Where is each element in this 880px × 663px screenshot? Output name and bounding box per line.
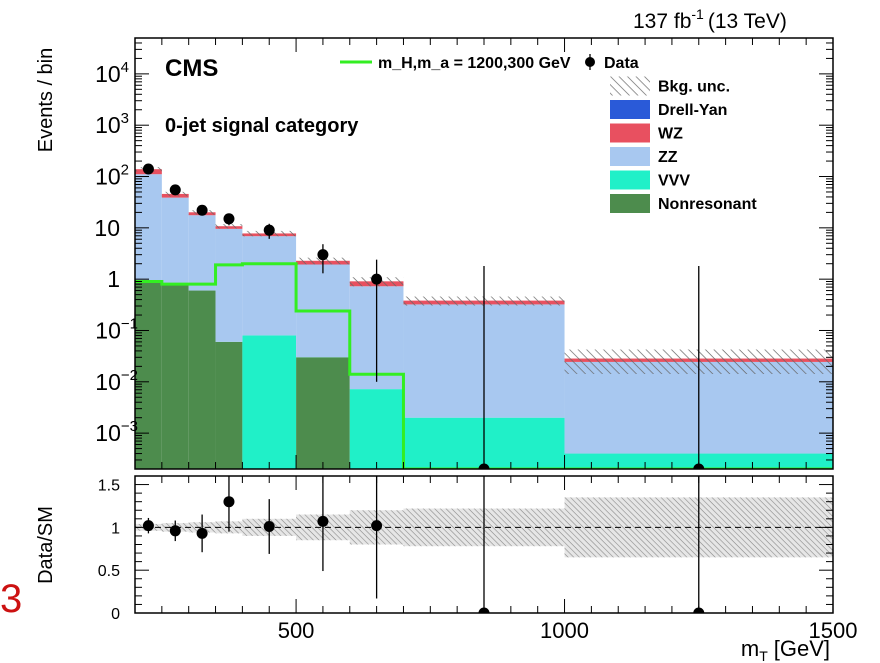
ratio-y-axis-label: Data/SM [35,506,57,584]
legend-entry-wz: WZ [610,123,683,143]
ratio-axes: 0 0.5 1 1.5 500 1000 1500 [98,475,858,643]
legend-data-label: Data [604,55,639,72]
legend-label: VVV [658,173,690,190]
bar-zz-3 [215,228,243,342]
data-points [142,163,705,469]
legend-label: Drell-Yan [658,102,727,119]
legend-entry-vvv: VVV [610,170,690,190]
ratio-point-2 [196,527,208,539]
ratio-point-0 [142,520,154,532]
xtick-label-2: 1500 [809,618,858,643]
category-label: 0-jet signal category [165,115,359,137]
edge-label: 3 [0,577,22,621]
legend-signal-label: m_H,m_a = 1200,300 GeV [378,55,571,72]
legend-label: WZ [658,126,683,143]
main-ytick-label-7: 10−3 [95,418,138,446]
legend-signal: m_H,m_a = 1200,300 GeV [340,55,571,72]
ratio-ytick-label-1: 0.5 [98,563,120,580]
legend-entry-bkg-unc-: Bkg. unc. [610,76,730,96]
legend-swatch [610,100,650,119]
legend-entry-nonresonant: Nonresonant [610,194,757,213]
legend-swatch [610,76,650,96]
bar-nonresonant-1 [161,284,189,469]
bar-vvv-4 [242,335,297,469]
xtick-label-0: 500 [278,618,315,643]
ratio-point-4 [263,521,275,533]
legend-label: Nonresonant [658,196,757,213]
data-point-3 [223,213,235,225]
ratio-points [142,476,705,613]
legend: m_H,m_a = 1200,300 GeV Data Bkg. unc. Drell… [340,54,757,213]
bar-zz-4 [242,236,297,336]
signal-step-path [135,262,833,469]
data-point-1 [169,184,181,196]
ratio-point-5 [317,515,329,527]
data-point-2 [196,204,208,216]
main-ytick-label-2: 102 [95,162,129,190]
bar-nonresonant-5 [296,357,350,469]
xtick-label-1: 1000 [540,618,589,643]
ratio-point-6 [371,520,383,532]
main-ytick-label-1: 103 [95,110,129,138]
ratio-ytick-label-2: 1 [111,520,120,537]
legend-swatch [610,194,650,213]
data-point-6 [371,273,383,285]
legend-entry-drell-yan: Drell-Yan [610,100,727,119]
main-ytick-label-3: 10 [94,215,120,241]
legend-entry-data: Data [585,54,639,72]
ratio-ytick-label-3: 1.5 [98,478,120,495]
ratio-point-3 [223,496,235,508]
ratio-point-1 [169,525,181,537]
bar-nonresonant-3 [215,341,243,469]
main-ytick-label-6: 10−2 [95,367,138,395]
legend-label: Bkg. unc. [658,79,730,96]
data-point-5 [317,249,329,261]
data-point-0 [142,163,154,175]
legend-data-marker [585,57,595,67]
signal-line [135,262,833,469]
bkg-unc-3 [215,224,243,229]
main-ytick-label-4: 1 [107,266,120,292]
main-ytick-label-5: 10−1 [95,315,138,343]
bar-zz-2 [188,215,216,291]
main-y-axis-label: Events / bin [35,48,57,153]
legend-label: ZZ [658,149,678,166]
bar-vvv-6 [349,389,404,469]
legend-swatch [610,170,650,190]
ratio-ytick-label-0: 0 [111,606,120,623]
bar-nonresonant-2 [188,290,216,469]
experiment-label: CMS [165,55,218,82]
legend-entry-zz: ZZ [610,147,678,166]
bar-zz-1 [161,197,189,285]
data-point-4 [263,224,275,236]
legend-swatch [610,147,650,166]
x-axis-label: mT [GeV] [741,636,830,663]
main-ytick-label-0: 104 [95,59,129,87]
legend-swatch [610,123,650,143]
luminosity-label: 137 fb-1 (13 TeV) [633,6,787,33]
